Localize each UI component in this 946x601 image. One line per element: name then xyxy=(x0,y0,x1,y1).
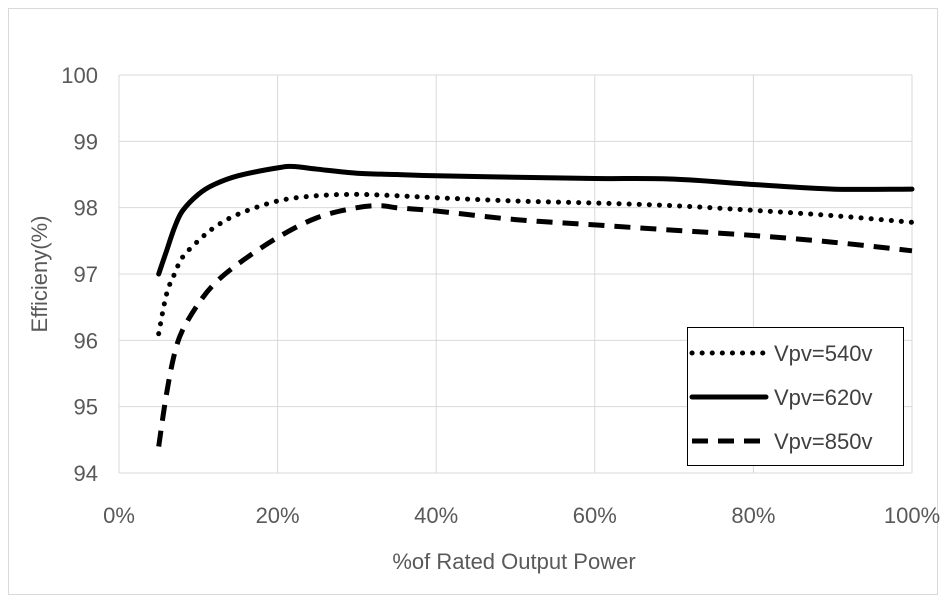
series-line-solid xyxy=(156,163,915,277)
y-tick-label: 95 xyxy=(74,395,98,420)
legend-label: Vpv=540v xyxy=(774,341,872,366)
series-lines xyxy=(156,163,915,447)
chart-border xyxy=(8,8,938,595)
legend-label: Vpv=850v xyxy=(774,429,872,454)
x-tick-label: 40% xyxy=(414,503,458,528)
x-tick-label: 100% xyxy=(884,503,940,528)
y-tick-label: 100 xyxy=(61,63,98,88)
tick-labels: 94 95 96 97 98 99 100 0% 20% 40% 60% 80% 100% xyxy=(61,63,940,528)
x-axis-title: %of Rated Output Power xyxy=(392,549,635,574)
x-tick-label: 60% xyxy=(573,503,617,528)
series-line-dashed xyxy=(156,203,913,447)
legend-label: Vpv=620v xyxy=(774,385,872,410)
x-tick-label: 20% xyxy=(256,503,300,528)
x-tick-label: 80% xyxy=(731,503,775,528)
y-tick-label: 98 xyxy=(74,196,98,221)
grid-lines xyxy=(118,74,913,474)
y-tick-label: 96 xyxy=(74,328,98,353)
y-tick-label: 99 xyxy=(74,129,98,154)
legend: Vpv=540v Vpv=620v Vpv=850v xyxy=(687,327,904,466)
series-line-dotted xyxy=(156,191,915,337)
y-tick-label: 97 xyxy=(74,262,98,287)
y-tick-label: 94 xyxy=(74,461,98,486)
x-tick-label: 0% xyxy=(103,503,135,528)
y-axis-title: Efficieny(%) xyxy=(27,216,52,333)
